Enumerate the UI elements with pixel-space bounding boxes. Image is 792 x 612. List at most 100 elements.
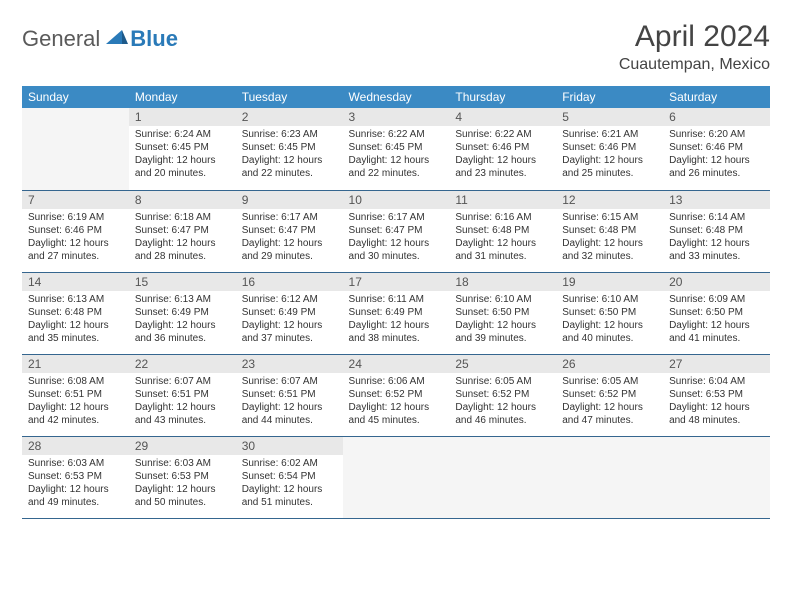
day-info: Sunrise: 6:19 AMSunset: 6:46 PMDaylight:…: [22, 209, 129, 267]
day-cell: 12Sunrise: 6:15 AMSunset: 6:48 PMDayligh…: [556, 190, 663, 272]
day-number: 14: [22, 273, 129, 291]
location-label: Cuautempan, Mexico: [619, 56, 770, 74]
day-number: 11: [449, 191, 556, 209]
day-info: Sunrise: 6:03 AMSunset: 6:53 PMDaylight:…: [129, 455, 236, 513]
day-info: Sunrise: 6:08 AMSunset: 6:51 PMDaylight:…: [22, 373, 129, 431]
empty-cell: [556, 436, 663, 518]
day-info: Sunrise: 6:17 AMSunset: 6:47 PMDaylight:…: [236, 209, 343, 267]
empty-cell: [22, 108, 129, 190]
day-number: 30: [236, 437, 343, 455]
day-info: Sunrise: 6:10 AMSunset: 6:50 PMDaylight:…: [556, 291, 663, 349]
logo-triangle-icon: [106, 28, 128, 51]
day-cell: 21Sunrise: 6:08 AMSunset: 6:51 PMDayligh…: [22, 354, 129, 436]
day-number: 1: [129, 108, 236, 126]
day-info: Sunrise: 6:20 AMSunset: 6:46 PMDaylight:…: [663, 126, 770, 184]
day-info: Sunrise: 6:10 AMSunset: 6:50 PMDaylight:…: [449, 291, 556, 349]
day-number: 16: [236, 273, 343, 291]
day-cell: 2Sunrise: 6:23 AMSunset: 6:45 PMDaylight…: [236, 108, 343, 190]
day-info: Sunrise: 6:22 AMSunset: 6:46 PMDaylight:…: [449, 126, 556, 184]
day-cell: 1Sunrise: 6:24 AMSunset: 6:45 PMDaylight…: [129, 108, 236, 190]
day-info: Sunrise: 6:12 AMSunset: 6:49 PMDaylight:…: [236, 291, 343, 349]
calendar-week-row: 7Sunrise: 6:19 AMSunset: 6:46 PMDaylight…: [22, 190, 770, 272]
day-cell: 15Sunrise: 6:13 AMSunset: 6:49 PMDayligh…: [129, 272, 236, 354]
day-number: 28: [22, 437, 129, 455]
day-info: Sunrise: 6:14 AMSunset: 6:48 PMDaylight:…: [663, 209, 770, 267]
day-info: Sunrise: 6:22 AMSunset: 6:45 PMDaylight:…: [343, 126, 450, 184]
day-number: 24: [343, 355, 450, 373]
day-info: Sunrise: 6:21 AMSunset: 6:46 PMDaylight:…: [556, 126, 663, 184]
day-cell: 3Sunrise: 6:22 AMSunset: 6:45 PMDaylight…: [343, 108, 450, 190]
day-number: 18: [449, 273, 556, 291]
day-info: Sunrise: 6:16 AMSunset: 6:48 PMDaylight:…: [449, 209, 556, 267]
calendar-table: SundayMondayTuesdayWednesdayThursdayFrid…: [22, 86, 770, 519]
title-block: April 2024 Cuautempan, Mexico: [619, 20, 770, 74]
day-number: 12: [556, 191, 663, 209]
calendar-week-row: 21Sunrise: 6:08 AMSunset: 6:51 PMDayligh…: [22, 354, 770, 436]
day-cell: 23Sunrise: 6:07 AMSunset: 6:51 PMDayligh…: [236, 354, 343, 436]
weekday-header-row: SundayMondayTuesdayWednesdayThursdayFrid…: [22, 86, 770, 108]
day-cell: 11Sunrise: 6:16 AMSunset: 6:48 PMDayligh…: [449, 190, 556, 272]
calendar-week-row: 14Sunrise: 6:13 AMSunset: 6:48 PMDayligh…: [22, 272, 770, 354]
day-number: 20: [663, 273, 770, 291]
day-info: Sunrise: 6:09 AMSunset: 6:50 PMDaylight:…: [663, 291, 770, 349]
weekday-header: Saturday: [663, 86, 770, 108]
day-number: 13: [663, 191, 770, 209]
day-cell: 17Sunrise: 6:11 AMSunset: 6:49 PMDayligh…: [343, 272, 450, 354]
calendar-page: General Blue April 2024 Cuautempan, Mexi…: [0, 0, 792, 539]
day-cell: 7Sunrise: 6:19 AMSunset: 6:46 PMDaylight…: [22, 190, 129, 272]
day-cell: 16Sunrise: 6:12 AMSunset: 6:49 PMDayligh…: [236, 272, 343, 354]
day-cell: 20Sunrise: 6:09 AMSunset: 6:50 PMDayligh…: [663, 272, 770, 354]
day-number: 3: [343, 108, 450, 126]
day-cell: 14Sunrise: 6:13 AMSunset: 6:48 PMDayligh…: [22, 272, 129, 354]
day-info: Sunrise: 6:05 AMSunset: 6:52 PMDaylight:…: [556, 373, 663, 431]
day-info: Sunrise: 6:02 AMSunset: 6:54 PMDaylight:…: [236, 455, 343, 513]
weekday-header: Thursday: [449, 86, 556, 108]
day-info: Sunrise: 6:17 AMSunset: 6:47 PMDaylight:…: [343, 209, 450, 267]
day-number: 22: [129, 355, 236, 373]
day-cell: 19Sunrise: 6:10 AMSunset: 6:50 PMDayligh…: [556, 272, 663, 354]
weekday-header: Tuesday: [236, 86, 343, 108]
empty-cell: [449, 436, 556, 518]
day-cell: 8Sunrise: 6:18 AMSunset: 6:47 PMDaylight…: [129, 190, 236, 272]
day-number: 26: [556, 355, 663, 373]
day-info: Sunrise: 6:07 AMSunset: 6:51 PMDaylight:…: [129, 373, 236, 431]
day-cell: 13Sunrise: 6:14 AMSunset: 6:48 PMDayligh…: [663, 190, 770, 272]
day-number: 25: [449, 355, 556, 373]
day-cell: 28Sunrise: 6:03 AMSunset: 6:53 PMDayligh…: [22, 436, 129, 518]
day-info: Sunrise: 6:05 AMSunset: 6:52 PMDaylight:…: [449, 373, 556, 431]
day-cell: 22Sunrise: 6:07 AMSunset: 6:51 PMDayligh…: [129, 354, 236, 436]
day-info: Sunrise: 6:04 AMSunset: 6:53 PMDaylight:…: [663, 373, 770, 431]
day-info: Sunrise: 6:03 AMSunset: 6:53 PMDaylight:…: [22, 455, 129, 513]
day-cell: 25Sunrise: 6:05 AMSunset: 6:52 PMDayligh…: [449, 354, 556, 436]
day-number: 23: [236, 355, 343, 373]
day-number: 5: [556, 108, 663, 126]
logo-text-general: General: [22, 26, 100, 52]
empty-cell: [663, 436, 770, 518]
day-number: 9: [236, 191, 343, 209]
day-number: 29: [129, 437, 236, 455]
day-cell: 4Sunrise: 6:22 AMSunset: 6:46 PMDaylight…: [449, 108, 556, 190]
day-number: 6: [663, 108, 770, 126]
day-number: 2: [236, 108, 343, 126]
day-number: 10: [343, 191, 450, 209]
logo-text-blue: Blue: [130, 26, 178, 52]
day-cell: 5Sunrise: 6:21 AMSunset: 6:46 PMDaylight…: [556, 108, 663, 190]
day-info: Sunrise: 6:06 AMSunset: 6:52 PMDaylight:…: [343, 373, 450, 431]
day-number: 27: [663, 355, 770, 373]
logo: General Blue: [22, 26, 178, 52]
day-info: Sunrise: 6:18 AMSunset: 6:47 PMDaylight:…: [129, 209, 236, 267]
day-number: 8: [129, 191, 236, 209]
day-info: Sunrise: 6:23 AMSunset: 6:45 PMDaylight:…: [236, 126, 343, 184]
day-info: Sunrise: 6:13 AMSunset: 6:49 PMDaylight:…: [129, 291, 236, 349]
day-info: Sunrise: 6:07 AMSunset: 6:51 PMDaylight:…: [236, 373, 343, 431]
day-number: 15: [129, 273, 236, 291]
day-info: Sunrise: 6:11 AMSunset: 6:49 PMDaylight:…: [343, 291, 450, 349]
day-cell: 18Sunrise: 6:10 AMSunset: 6:50 PMDayligh…: [449, 272, 556, 354]
day-cell: 29Sunrise: 6:03 AMSunset: 6:53 PMDayligh…: [129, 436, 236, 518]
day-number: 17: [343, 273, 450, 291]
weekday-header: Friday: [556, 86, 663, 108]
day-number: 4: [449, 108, 556, 126]
day-cell: 30Sunrise: 6:02 AMSunset: 6:54 PMDayligh…: [236, 436, 343, 518]
day-cell: 26Sunrise: 6:05 AMSunset: 6:52 PMDayligh…: [556, 354, 663, 436]
day-cell: 24Sunrise: 6:06 AMSunset: 6:52 PMDayligh…: [343, 354, 450, 436]
